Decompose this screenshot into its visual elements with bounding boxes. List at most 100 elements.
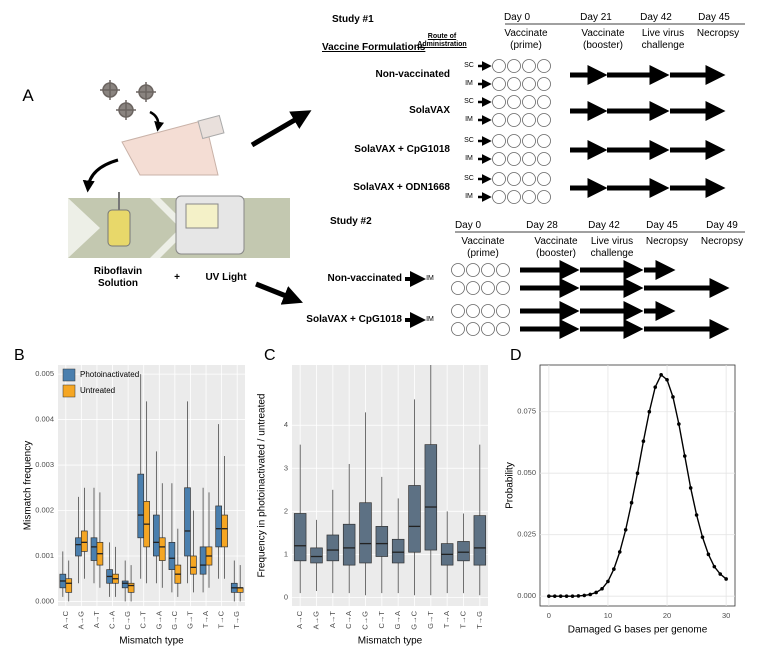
study-title: Study #2 — [330, 216, 372, 227]
box — [90, 537, 98, 561]
day-label: Day 42 — [588, 220, 620, 231]
legend-swatch — [62, 384, 76, 398]
mouse-icon — [451, 304, 465, 318]
mouse-icon — [492, 59, 506, 73]
mouse-icon — [496, 304, 510, 318]
group-label: SolaVAX — [409, 105, 450, 116]
box — [310, 547, 323, 564]
point — [588, 592, 593, 597]
y-axis-label: Frequency in photoinactivated / untreate… — [257, 393, 268, 577]
point — [582, 593, 587, 598]
plot-background — [292, 365, 488, 606]
y-tick-label: 0.000 — [517, 591, 536, 600]
y-tick-label: 1 — [284, 549, 288, 558]
box — [81, 530, 88, 552]
virus-icons — [100, 80, 156, 120]
riboflavin-bag — [107, 209, 131, 247]
mouse-icon — [481, 304, 495, 318]
x-tick-label: C→G — [360, 611, 369, 630]
x-axis-label: Mismatch type — [119, 636, 184, 647]
point — [600, 586, 604, 591]
group-label: SolaVAX + CpG1018 — [306, 314, 402, 325]
y-tick-label: 0.050 — [517, 468, 536, 477]
y-tick-label: 0.005 — [35, 369, 54, 378]
y-tick-label: 0.001 — [35, 551, 54, 560]
big-arrow — [250, 110, 312, 148]
box — [137, 473, 145, 539]
mouse-icon — [481, 281, 495, 295]
illustration-label: Riboflavin Solution — [93, 266, 143, 289]
point — [641, 439, 646, 444]
flask — [121, 119, 219, 176]
panel-label: B — [14, 347, 25, 364]
y-axis-label: Mismatch frequency — [23, 441, 34, 530]
flask-cap — [197, 114, 225, 140]
point — [718, 572, 723, 576]
mouse-icon — [522, 134, 536, 148]
x-tick-label: C→T — [139, 611, 148, 629]
mouse-icon — [451, 281, 465, 295]
point — [570, 594, 575, 598]
phase-label: Vaccinate (booster) — [581, 28, 625, 51]
curved-arrow — [82, 158, 119, 193]
point — [724, 577, 728, 581]
mouse-icon — [466, 263, 480, 277]
route-label: IM — [465, 155, 473, 162]
group-label: SolaVAX + CpG1018 — [354, 144, 450, 155]
mouse-icon — [507, 134, 521, 148]
mouse-icon — [492, 95, 506, 109]
x-tick-label: A→G — [311, 611, 320, 630]
mouse-icon — [537, 95, 551, 109]
x-tick-label: C→A — [344, 611, 353, 629]
route-label: SC — [464, 62, 474, 69]
point — [694, 513, 699, 517]
point — [706, 552, 711, 557]
mouse-icon — [507, 59, 521, 73]
mouse-icon — [522, 77, 536, 91]
mouse-icon — [522, 190, 536, 204]
point — [635, 471, 640, 476]
point — [558, 594, 563, 598]
x-tick-label: C→T — [377, 611, 386, 629]
mouse-icon — [492, 152, 506, 166]
mouse-icon — [492, 134, 506, 148]
mouse-icon — [492, 172, 506, 186]
box — [408, 485, 421, 553]
point — [659, 373, 663, 377]
x-tick-label: C→G — [123, 611, 132, 630]
group-label: Non-vaccinated — [375, 69, 450, 80]
chevrons — [68, 198, 190, 258]
point — [594, 590, 598, 595]
mouse-icon — [492, 113, 506, 127]
point — [647, 409, 652, 414]
day-label: Day 49 — [706, 220, 738, 231]
point — [552, 594, 557, 598]
phase-label: Live virus challenge — [590, 236, 634, 259]
box — [127, 582, 135, 593]
route-label: IM — [465, 193, 473, 200]
panel-label: D — [510, 347, 522, 364]
mouse-icon — [522, 59, 536, 73]
box — [153, 514, 160, 557]
x-tick-label: 10 — [604, 611, 612, 620]
y-tick-label: 0.002 — [35, 505, 54, 514]
box — [168, 541, 176, 570]
x-tick-label: T→G — [475, 611, 484, 629]
point — [576, 594, 581, 598]
box — [221, 514, 228, 548]
panel-label: A — [22, 86, 34, 105]
route-label: IM — [426, 275, 434, 282]
mouse-icon — [537, 134, 551, 148]
y-tick-label: 0.003 — [35, 460, 54, 469]
box — [158, 537, 166, 561]
day-label: Day 45 — [698, 12, 730, 23]
heading: Vaccine Formulations — [322, 42, 426, 53]
box — [473, 515, 487, 566]
day-label: Day 0 — [454, 220, 482, 231]
mouse-icon — [496, 281, 510, 295]
box — [215, 505, 222, 548]
mouse-icon — [537, 59, 551, 73]
mouse-icon — [537, 172, 551, 186]
point — [688, 486, 693, 490]
